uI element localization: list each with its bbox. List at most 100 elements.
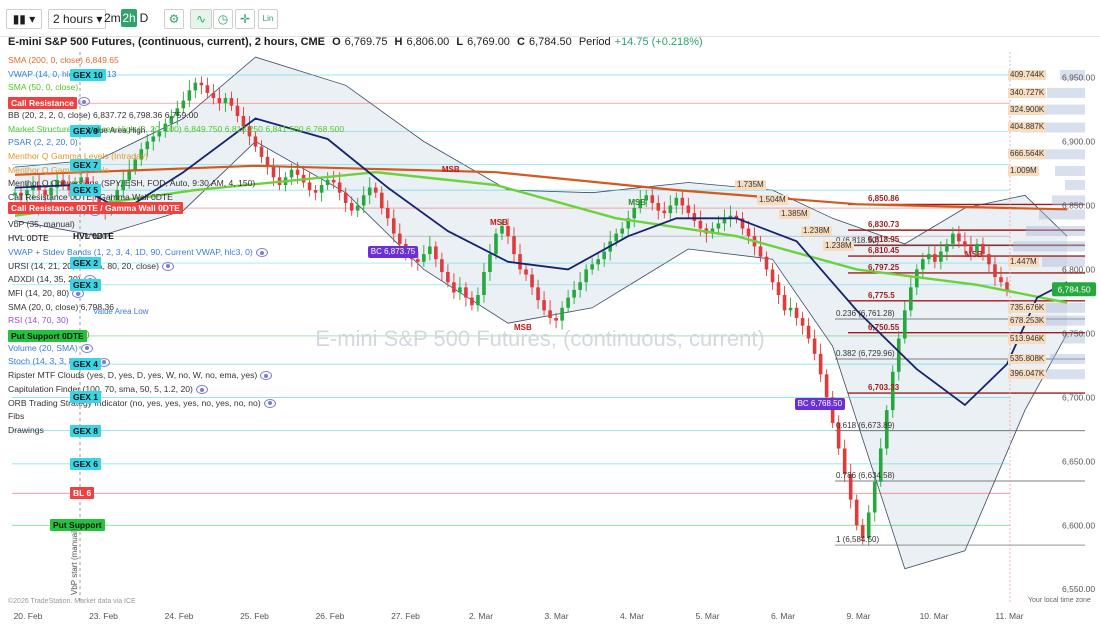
y-tick-1: 6,900.00 [1062, 137, 1095, 147]
x-tick-11: 9. Mar [846, 611, 870, 621]
candle-body-34 [217, 98, 222, 104]
log-scale-button[interactable]: Lin [258, 9, 278, 29]
x-tick-8: 4. Mar [620, 611, 644, 621]
indicator-24[interactable]: Capitulation Finder (100, 70, sma, 50, 5… [8, 384, 208, 395]
y-tick-8: 6,550.00 [1062, 584, 1095, 594]
candle-body-77 [476, 295, 480, 306]
x-tick-0: 20. Feb [14, 611, 43, 621]
candle-body-92 [566, 297, 570, 308]
indicator-10[interactable]: Call Resistance 0DTE / Gamma Wall 0DTE [8, 192, 173, 203]
candle-body-70 [434, 246, 438, 260]
interval-d-button[interactable]: D [139, 11, 149, 25]
indicator-4[interactable]: BB (20, 2, 2, 0, close) 6,837.72 6,798.3… [8, 110, 198, 121]
eye-icon[interactable] [260, 371, 273, 381]
indicator-label: Stoch (14, 3, 3, 80, 20) [8, 356, 96, 367]
indicator-25[interactable]: ORB Trading Strategy Indicator (no, yes,… [8, 398, 276, 409]
candle-body-134 [818, 353, 823, 375]
interval-2h-button[interactable]: 2h [121, 9, 137, 27]
candle-body-96 [590, 264, 594, 270]
indicator-19[interactable]: RSI (14, 70, 30) [8, 315, 69, 326]
indicator-26[interactable]: Fibs [8, 411, 24, 422]
msb-label-3: MSB [628, 197, 647, 207]
eye-icon[interactable] [255, 248, 268, 258]
candle-body-75 [464, 287, 468, 298]
vbp-label-6: 340.727K [1008, 87, 1047, 98]
candle-body-163 [993, 264, 997, 278]
eye-icon[interactable] [195, 385, 208, 395]
candle-body-83 [512, 236, 516, 255]
indicator-label: VWAP (14, 0, hlc3) 6,793.13 [8, 68, 117, 79]
candle-body-100 [614, 233, 619, 242]
candle-body-110 [674, 197, 679, 206]
candle-body-33 [211, 92, 216, 99]
clock-icon[interactable]: ◷ [213, 9, 233, 29]
indicator-27[interactable]: Drawings [8, 425, 44, 436]
trend-icon[interactable]: ∿ [190, 9, 212, 29]
indicator-6[interactable]: PSAR (2, 2, 20, 0) [8, 137, 78, 148]
volume-profile-bar-11 [1042, 256, 1085, 267]
candle-body-94 [578, 282, 582, 290]
indicator-label: VbP (35, manual) [8, 219, 75, 230]
candle-body-88 [542, 300, 546, 311]
candle-body-157 [957, 233, 961, 242]
candle-body-52 [325, 179, 330, 186]
msb-label-1: MSB [489, 218, 508, 228]
indicator-5[interactable]: Market Structure Value Area High (3, 20,… [8, 124, 344, 135]
interval-select[interactable]: 2 hours ▾ [48, 9, 106, 29]
high-value: 6,806.00 [406, 36, 450, 48]
eye-icon[interactable] [77, 97, 90, 107]
indicator-label: SMA (200, 0, close) 6,849.65 [8, 55, 119, 65]
candle-body-98 [602, 251, 606, 260]
indicator-9[interactable]: Menthor Q Conversions (SPY, ESH, FOD, Au… [8, 178, 255, 189]
candle-body-129 [788, 307, 793, 311]
last-price-text: 6,784.50 [1057, 284, 1090, 294]
candle-body-109 [668, 205, 673, 214]
indicator-8[interactable]: Menthor Q Gamma Levels [8, 165, 109, 176]
interval-label: 2 hours [53, 12, 94, 26]
eye-icon[interactable] [161, 261, 174, 271]
indicator-label: PSAR (2, 2, 20, 0) [8, 137, 78, 148]
indicator-18[interactable]: SMA (20, 0, close) 6,798.36 [8, 302, 114, 313]
candle-body-131 [800, 318, 805, 326]
gamma-tag-0: GEX 10 [70, 69, 106, 82]
eye-icon[interactable] [263, 398, 276, 408]
gear-icon[interactable]: ⚙ [164, 9, 184, 29]
indicator-21[interactable]: Volume (20, SMA) [8, 343, 93, 354]
vbp-label-15: 535.808K [1008, 353, 1047, 364]
value-area-low-label: Value Area Low [93, 307, 149, 316]
candle-body-76 [470, 297, 474, 306]
indicator-label: SMA (20, 0, close) 6,798.36 [8, 301, 115, 312]
indicator-14[interactable]: VWAP + Stdev Bands (1, 2, 3, 4, 1D, 90, … [8, 247, 268, 258]
candle-body-119 [728, 215, 733, 219]
candle-body-127 [776, 282, 781, 296]
vbp-label-11: 1.447M [1008, 256, 1039, 267]
candle-body-56 [349, 202, 354, 211]
candle-body-69 [428, 246, 432, 255]
candle-body-68 [422, 254, 426, 262]
candle-body-114 [698, 220, 703, 229]
fib-level-label-3: 0.618 (6,673.89) [836, 420, 895, 430]
crosshair-icon[interactable]: ✛ [235, 9, 255, 29]
vbp-label-12: 735.676K [1008, 302, 1047, 313]
indicator-2[interactable]: SMA (50, 0, close) [8, 82, 78, 93]
indicator-12[interactable]: VbP (35, manual) [8, 219, 75, 230]
candle-body-128 [782, 295, 787, 311]
candle-body-116 [710, 228, 715, 234]
eye-icon[interactable] [80, 343, 93, 353]
bar-chart-icon[interactable]: bar-chart-icon▮▮ ▾ [6, 9, 42, 29]
candle-body-150 [915, 269, 919, 288]
interval-2m-button[interactable]: 2m [104, 11, 121, 25]
indicator-1[interactable]: VWAP (14, 0, hlc3) 6,793.13 [8, 69, 116, 80]
volume-profile-bar-6 [1047, 87, 1085, 98]
candle-body-147 [896, 338, 901, 372]
candle-body-118 [722, 218, 727, 224]
indicator-13[interactable]: HVL 0DTE [8, 233, 49, 244]
indicator-0[interactable]: SMA (200, 0, close) 6,849.65 [8, 55, 119, 66]
resistance-level-label-6: 6,750.55 [868, 322, 900, 332]
candle-body-67 [416, 259, 420, 262]
indicator-label: Capitulation Finder (100, 70, sma, 50, 5… [8, 383, 193, 394]
symbol-title: E-mini S&P 500 Futures, (continuous, cur… [8, 36, 326, 48]
indicator-7[interactable]: Menthor Q Gamma Levels (Intraday) [8, 151, 148, 162]
indicator-23[interactable]: Ripster MTF Clouds (yes, D, yes, D, yes,… [8, 370, 273, 381]
